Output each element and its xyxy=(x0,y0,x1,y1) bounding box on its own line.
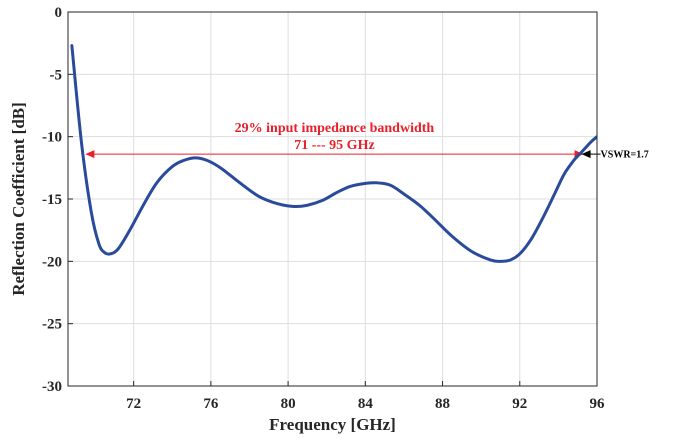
x-tick-label-1: 76 xyxy=(203,396,219,412)
y-tick-label-6: -30 xyxy=(42,379,62,395)
y-tick-label-3: -15 xyxy=(42,192,62,208)
y-axis-ticks: 0 -5 -10 -15 -20 -25 -30 xyxy=(42,5,73,395)
x-tick-label-5: 92 xyxy=(512,396,527,412)
x-tick-label-4: 88 xyxy=(435,396,450,412)
y-tick-label-2: -10 xyxy=(42,130,62,146)
vswr-annotation: VSWR=1.7 xyxy=(581,150,649,161)
x-tick-label-0: 72 xyxy=(126,396,141,412)
y-tick-label-4: -20 xyxy=(42,254,62,270)
bandwidth-label-range: 71 --- 95 GHz xyxy=(294,138,374,153)
y-tick-label-5: -25 xyxy=(42,317,62,333)
series-line-s11 xyxy=(70,44,597,263)
x-axis-label: Frequency [GHz] xyxy=(269,415,396,434)
vswr-label: VSWR=1.7 xyxy=(601,150,649,161)
y-tick-label-1: -5 xyxy=(50,67,63,83)
vswr-arrowhead xyxy=(581,150,591,159)
bandwidth-annotation: 29% input impedance bandwidth 71 --- 95 … xyxy=(85,121,584,159)
x-axis-ticks: 72 76 80 84 88 92 96 xyxy=(126,381,605,412)
x-tick-label-2: 80 xyxy=(281,396,296,412)
y-tick-label-0: 0 xyxy=(55,5,63,21)
x-tick-label-6: 96 xyxy=(590,396,606,412)
bandwidth-arrowhead-left xyxy=(85,150,95,159)
x-tick-label-3: 84 xyxy=(358,396,374,412)
y-axis-label: Reflection Coefficient [dB] xyxy=(9,102,28,296)
bandwidth-label-percent: 29% input impedance bandwidth xyxy=(235,121,435,136)
